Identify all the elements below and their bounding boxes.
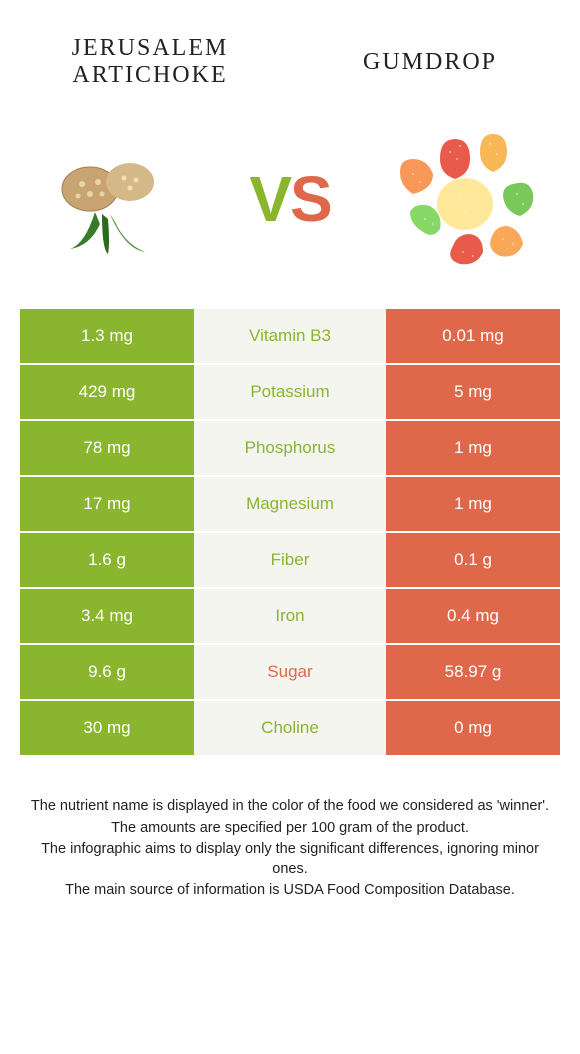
vs-v-letter: V [249, 163, 290, 235]
nutrient-label: Magnesium [194, 477, 386, 531]
nutrient-label: Phosphorus [194, 421, 386, 475]
right-value: 0.1 g [386, 533, 560, 587]
nutrition-row: 30 mgCholine0 mg [20, 701, 560, 757]
artichoke-image [30, 124, 200, 274]
right-food-title: Gumdrop [320, 49, 540, 76]
nutrient-label: Potassium [194, 365, 386, 419]
nutrition-row: 429 mgPotassium5 mg [20, 365, 560, 421]
footer-line-4: The main source of information is USDA F… [30, 881, 550, 901]
left-value: 1.3 mg [20, 309, 194, 363]
right-value: 58.97 g [386, 645, 560, 699]
footer-line-3: The infographic aims to display only the… [30, 840, 550, 879]
nutrition-row: 1.6 gFiber0.1 g [20, 533, 560, 589]
nutrition-row: 17 mgMagnesium1 mg [20, 477, 560, 533]
nutrient-label: Vitamin B3 [194, 309, 386, 363]
right-value: 0.4 mg [386, 589, 560, 643]
left-value: 429 mg [20, 365, 194, 419]
right-value: 0.01 mg [386, 309, 560, 363]
nutrition-row: 78 mgPhosphorus1 mg [20, 421, 560, 477]
left-value: 78 mg [20, 421, 194, 475]
left-value: 17 mg [20, 477, 194, 531]
right-value: 1 mg [386, 421, 560, 475]
left-food-title: Jerusalem artichoke [40, 35, 260, 89]
right-value: 0 mg [386, 701, 560, 755]
right-value: 5 mg [386, 365, 560, 419]
nutrient-label: Choline [194, 701, 386, 755]
nutrient-label: Fiber [194, 533, 386, 587]
nutrient-label: Sugar [194, 645, 386, 699]
images-row: VS [20, 89, 560, 309]
nutrition-row: 1.3 mgVitamin B30.01 mg [20, 309, 560, 365]
left-value: 3.4 mg [20, 589, 194, 643]
nutrition-row: 3.4 mgIron0.4 mg [20, 589, 560, 645]
footer-notes: The nutrient name is displayed in the co… [20, 797, 560, 901]
footer-line-2: The amounts are specified per 100 gram o… [30, 819, 550, 839]
vs-s-letter: S [290, 163, 331, 235]
nutrition-row: 9.6 gSugar58.97 g [20, 645, 560, 701]
gumdrop-image [380, 124, 550, 274]
left-value: 9.6 g [20, 645, 194, 699]
vs-label: VS [249, 162, 330, 236]
footer-line-1: The nutrient name is displayed in the co… [30, 797, 550, 817]
left-value: 30 mg [20, 701, 194, 755]
nutrition-table: 1.3 mgVitamin B30.01 mg429 mgPotassium5 … [20, 309, 560, 757]
nutrient-label: Iron [194, 589, 386, 643]
left-value: 1.6 g [20, 533, 194, 587]
header-row: Jerusalem artichoke Gumdrop [20, 35, 560, 89]
right-value: 1 mg [386, 477, 560, 531]
